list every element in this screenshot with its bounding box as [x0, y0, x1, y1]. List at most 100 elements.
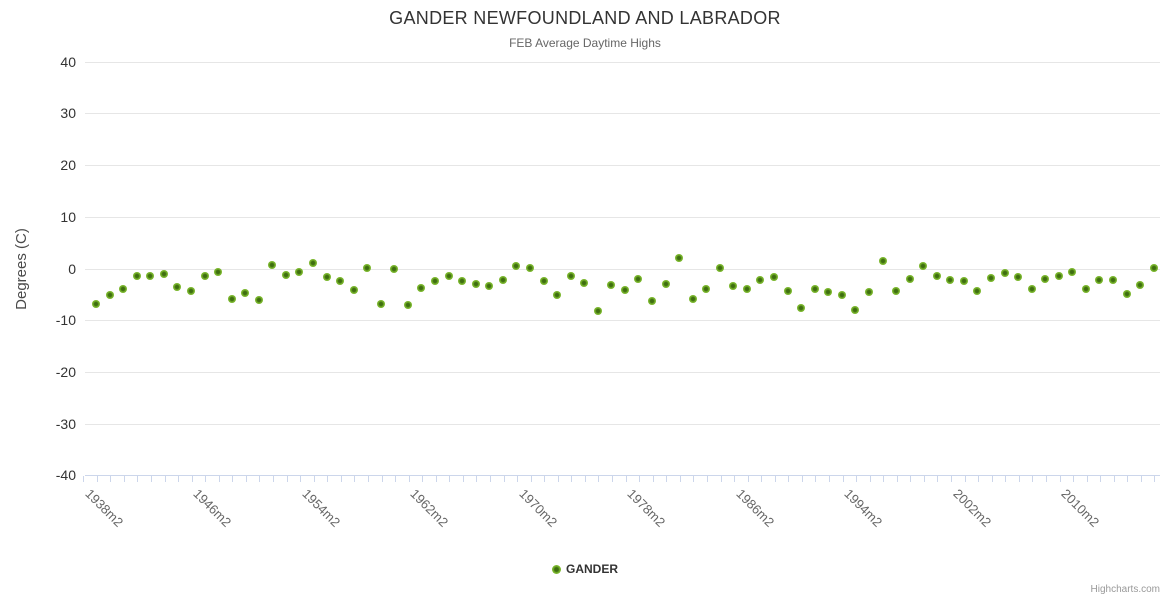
x-axis-tick [259, 475, 261, 482]
data-point[interactable] [973, 287, 982, 296]
data-point[interactable] [919, 262, 928, 271]
data-point[interactable] [1136, 281, 1145, 289]
data-point[interactable] [173, 283, 182, 292]
data-point[interactable] [905, 274, 914, 283]
data-point[interactable] [132, 272, 141, 281]
y-axis-label: -30 [55, 415, 76, 432]
x-axis-tick [639, 475, 641, 482]
data-point[interactable] [376, 299, 385, 308]
data-point[interactable] [837, 291, 846, 300]
x-axis-tick [896, 475, 898, 482]
data-point[interactable] [688, 294, 697, 303]
x-axis-tick [232, 475, 234, 482]
data-point[interactable] [580, 279, 589, 287]
data-point[interactable] [363, 264, 372, 272]
data-point[interactable] [322, 273, 331, 282]
data-point[interactable] [607, 280, 616, 289]
x-axis-tick [178, 475, 180, 482]
data-point[interactable] [295, 268, 304, 277]
data-point[interactable] [824, 287, 833, 296]
data-point[interactable] [390, 265, 399, 273]
y-axis-label: -10 [55, 312, 76, 329]
data-point[interactable] [634, 275, 643, 284]
data-point[interactable] [1122, 290, 1131, 299]
data-point[interactable] [186, 286, 195, 295]
data-point[interactable] [403, 301, 412, 310]
x-axis-label: 1978m2 [624, 486, 669, 530]
x-axis-tick [910, 475, 912, 482]
data-point[interactable] [810, 285, 819, 294]
data-point[interactable] [268, 261, 277, 270]
data-point[interactable] [458, 276, 467, 285]
data-point[interactable] [512, 261, 521, 270]
data-point[interactable] [620, 285, 629, 294]
data-point[interactable] [553, 290, 561, 299]
data-point[interactable] [431, 277, 439, 286]
data-point[interactable] [1027, 284, 1036, 293]
data-point[interactable] [241, 289, 250, 298]
data-point[interactable] [498, 276, 507, 285]
legend-item-gander[interactable]: GANDER [551, 562, 618, 576]
data-point[interactable] [729, 281, 738, 290]
data-point[interactable] [309, 259, 317, 268]
x-axis-tick [679, 475, 681, 482]
data-point[interactable] [1068, 268, 1077, 277]
data-point[interactable] [959, 276, 968, 285]
y-axis-label: 10 [60, 208, 76, 225]
data-point[interactable] [593, 307, 602, 316]
x-axis-tick [1154, 475, 1156, 482]
data-point[interactable] [1081, 285, 1090, 294]
data-point[interactable] [200, 271, 209, 280]
data-point[interactable] [227, 294, 236, 303]
data-point[interactable] [336, 277, 345, 286]
data-point[interactable] [281, 271, 290, 280]
x-axis-tick [937, 475, 939, 482]
data-point[interactable] [119, 285, 128, 294]
x-axis-tick [1086, 475, 1088, 482]
data-point[interactable] [105, 290, 114, 299]
data-point[interactable] [932, 271, 941, 280]
data-point[interactable] [783, 286, 792, 295]
data-point[interactable] [471, 279, 480, 288]
data-point[interactable] [661, 280, 670, 288]
data-point[interactable] [92, 300, 100, 309]
data-point[interactable] [946, 276, 955, 285]
data-point[interactable] [146, 271, 155, 280]
data-point[interactable] [742, 285, 751, 294]
x-axis-tick [666, 475, 668, 482]
data-point[interactable] [349, 286, 358, 295]
data-point[interactable] [254, 295, 263, 304]
data-point[interactable] [1054, 271, 1063, 280]
x-axis-tick [828, 475, 830, 482]
data-point[interactable] [1000, 269, 1009, 278]
data-point[interactable] [1041, 275, 1050, 284]
data-point[interactable] [485, 282, 494, 291]
x-axis-tick [462, 475, 464, 482]
data-point[interactable] [539, 276, 548, 285]
data-point[interactable] [756, 275, 765, 284]
data-point[interactable] [1014, 272, 1023, 281]
data-point[interactable] [797, 303, 806, 312]
data-point[interactable] [214, 267, 222, 276]
data-point[interactable] [159, 269, 168, 278]
data-point[interactable] [715, 263, 724, 272]
data-point[interactable] [1109, 276, 1117, 285]
data-point[interactable] [417, 283, 426, 292]
data-point[interactable] [675, 254, 684, 263]
data-point[interactable] [1095, 275, 1104, 284]
data-point[interactable] [770, 273, 778, 282]
data-point[interactable] [878, 257, 887, 266]
x-axis-tick [422, 475, 424, 482]
x-axis-tick [883, 475, 885, 482]
data-point[interactable] [444, 272, 453, 281]
data-point[interactable] [525, 263, 534, 272]
data-point[interactable] [864, 288, 873, 297]
data-point[interactable] [566, 271, 575, 280]
data-point[interactable] [1149, 263, 1158, 272]
data-point[interactable] [987, 274, 995, 283]
highcharts-credit-link[interactable]: Highcharts.com [1090, 584, 1160, 595]
data-point[interactable] [892, 287, 900, 296]
data-point[interactable] [851, 306, 860, 315]
data-point[interactable] [648, 297, 656, 306]
data-point[interactable] [702, 284, 711, 293]
